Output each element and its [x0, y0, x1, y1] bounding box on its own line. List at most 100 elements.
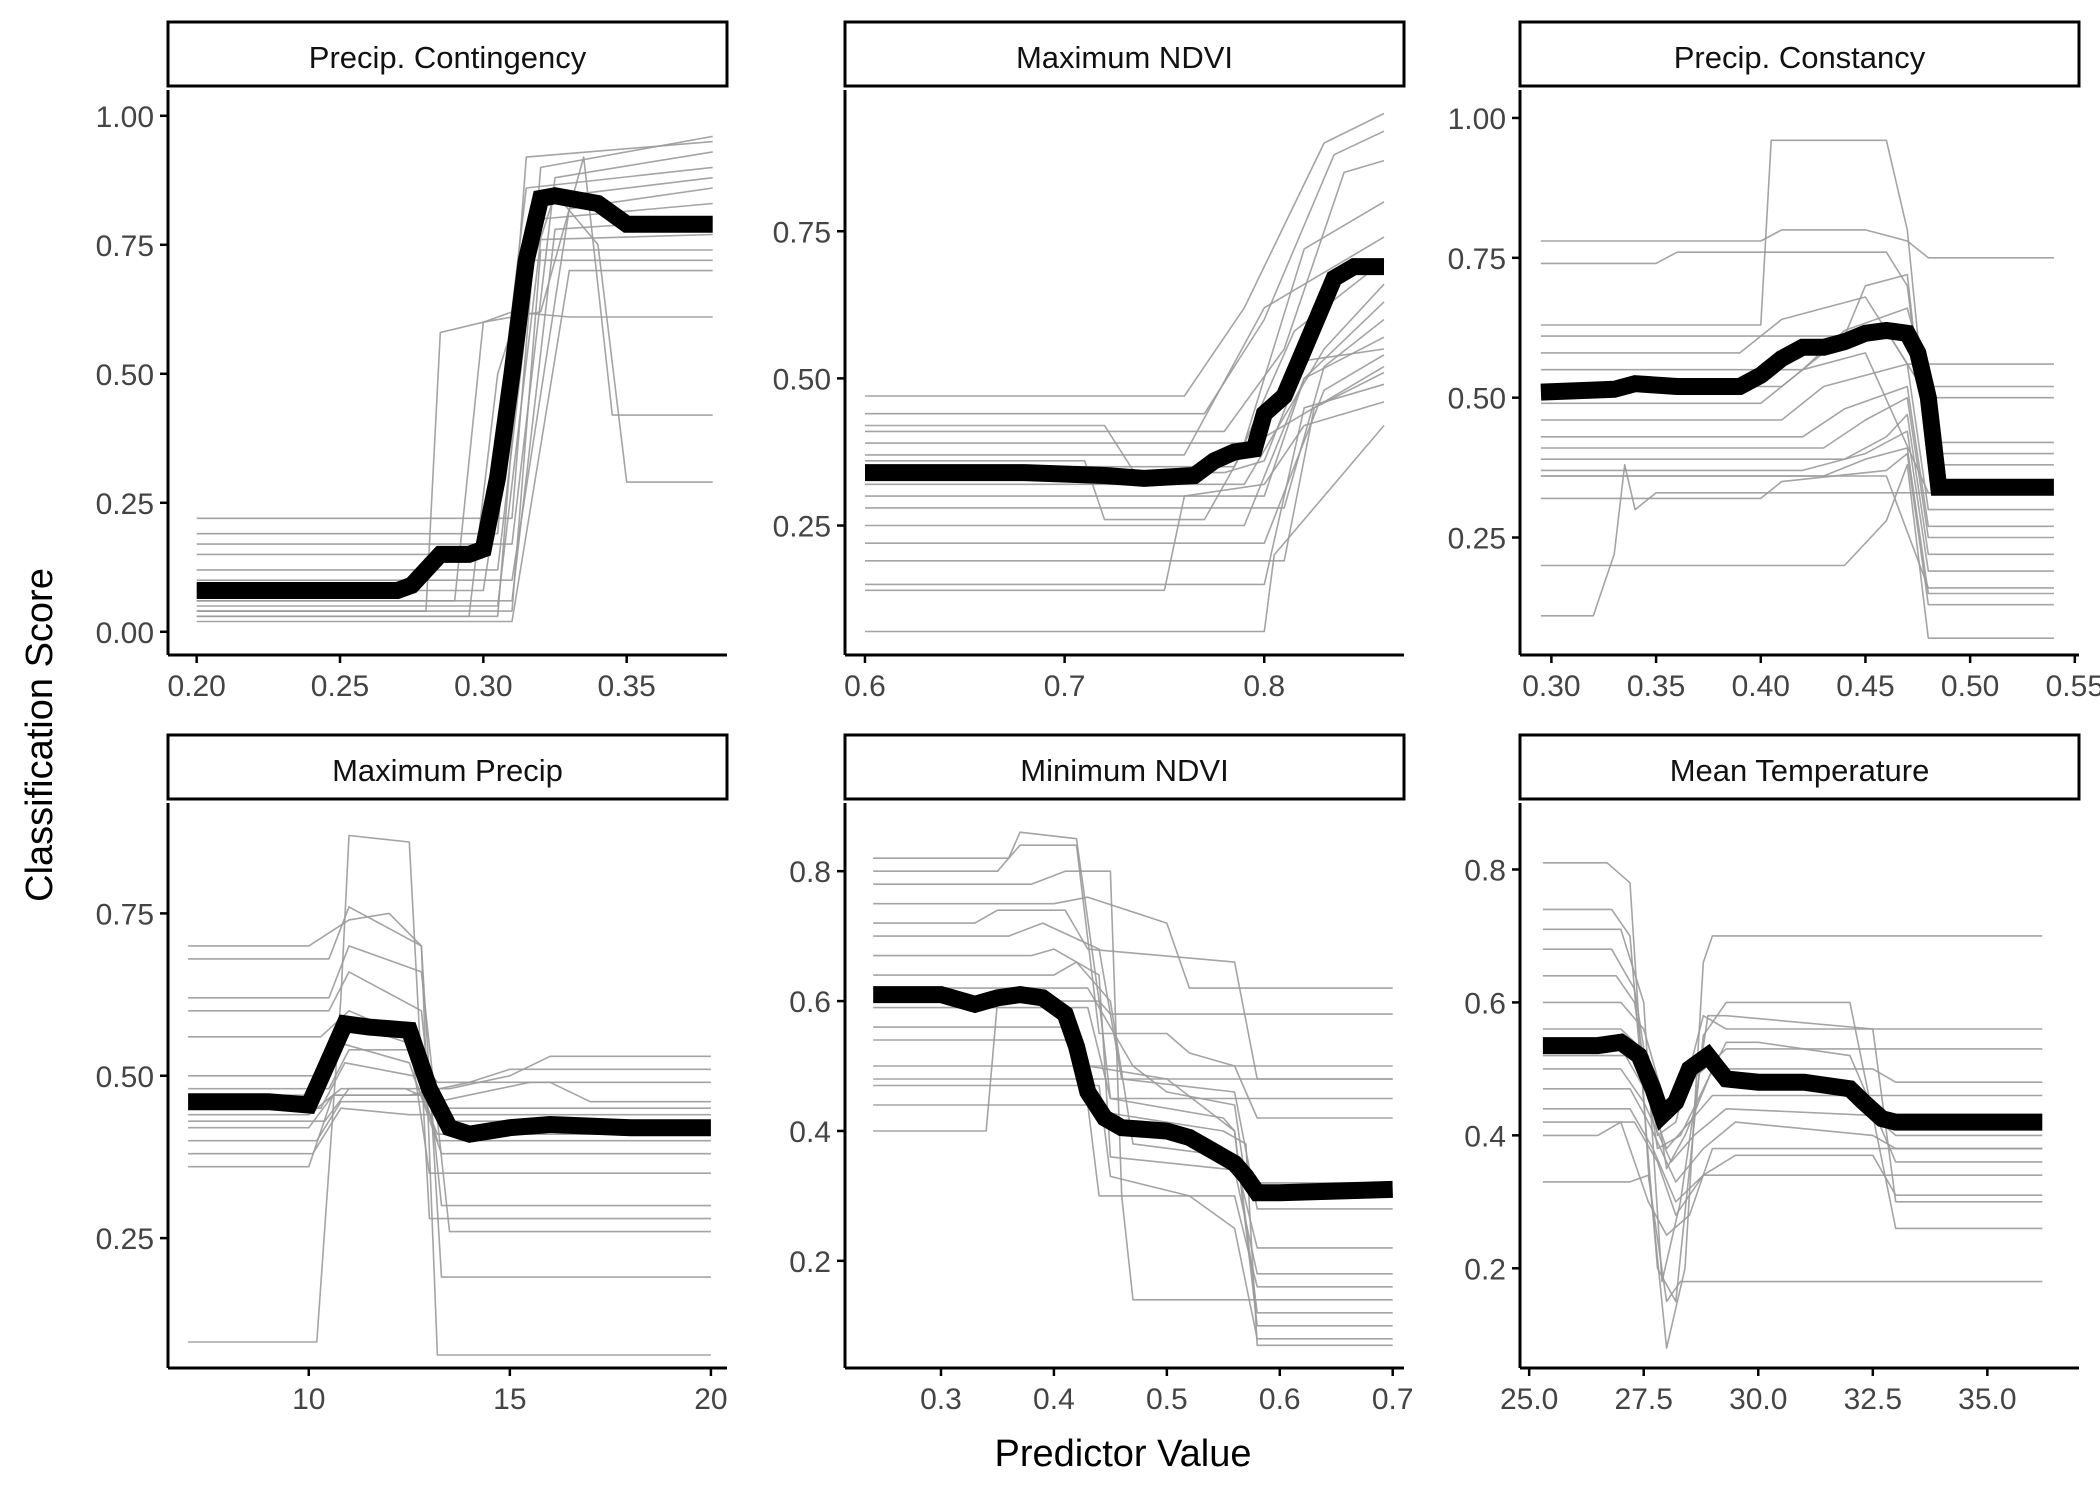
x-tick-label: 35.0: [1958, 1383, 2016, 1416]
individual-response-line: [196, 269, 713, 623]
y-tick-label: 0.8: [789, 856, 831, 889]
individual-response-line: [1540, 385, 2054, 528]
y-tick-label: 0.2: [789, 1246, 831, 1279]
individual-response-line: [873, 909, 1393, 1080]
individual-response-line: [1540, 363, 2054, 511]
individual-response-line: [873, 1084, 1393, 1340]
individual-response-line: [1540, 296, 2054, 365]
y-tick-label: 0.25: [1448, 523, 1506, 556]
individual-response-line: [865, 112, 1385, 397]
individual-response-line: [196, 187, 713, 581]
individual-response-line: [1542, 1108, 2043, 1203]
individual-response-line: [865, 201, 1385, 444]
individual-response-line: [865, 159, 1385, 433]
facet-title: Maximum Precip: [332, 753, 563, 788]
x-tick-label: 15: [493, 1383, 526, 1416]
facet-strip: [843, 20, 1406, 88]
x-tick-label: 0.30: [454, 670, 512, 703]
individual-response-line: [865, 301, 1385, 497]
individual-response-line: [196, 135, 713, 520]
individual-response-line: [1540, 413, 2054, 556]
series-group: [1542, 862, 2043, 1349]
individual-response-line: [188, 1055, 711, 1116]
individual-response-line: [1540, 452, 2054, 606]
facet-title: Mean Temperature: [1670, 753, 1930, 788]
y-tick-label: 0.50: [773, 363, 831, 396]
facet-panel: Minimum NDVI 0.2 0.4 0.6 0.8 0.3 0.4 0.5 0.6 0.7: [789, 733, 1414, 1416]
individual-response-line: [1540, 430, 2054, 572]
series-group: [1540, 139, 2054, 639]
y-axis-label: Classification Score: [19, 568, 61, 902]
individual-response-line: [865, 365, 1385, 521]
individual-response-line: [865, 354, 1385, 544]
y-tick-label: 1.00: [96, 101, 154, 134]
x-tick-label: 0.5: [1146, 1383, 1188, 1416]
individual-response-line: [1542, 1028, 2043, 1170]
individual-response-line: [188, 945, 711, 1233]
individual-response-line: [865, 318, 1385, 509]
x-tick-label: 0.50: [1941, 670, 1999, 703]
facet-strip: [1518, 20, 2081, 88]
individual-response-line: [1540, 464, 2054, 617]
individual-response-line: [1540, 229, 2054, 259]
individual-response-line: [873, 896, 1393, 989]
individual-response-line: [1542, 1174, 2043, 1303]
x-tick-label: 0.20: [167, 670, 225, 703]
y-tick-label: 0.00: [96, 617, 154, 650]
y-tick-label: 1.00: [1448, 103, 1506, 136]
facet-panel: Maximum NDVI 0.25 0.50 0.75 0.6 0.7 0.8: [773, 20, 1406, 703]
y-tick-label: 0.25: [96, 1223, 154, 1256]
individual-response-line: [873, 961, 1393, 1249]
individual-response-line: [865, 130, 1385, 415]
x-tick-label: 30.0: [1729, 1383, 1787, 1416]
x-axis-label: Predictor Value: [995, 1433, 1252, 1475]
x-tick-label: 27.5: [1615, 1383, 1673, 1416]
y-tick-label: 0.50: [96, 1061, 154, 1094]
individual-response-line: [1542, 1088, 2043, 1183]
individual-response-line: [1540, 475, 2054, 589]
mean-response-line: [1542, 1033, 2043, 1131]
individual-response-line: [1542, 862, 2043, 1349]
individual-response-line: [188, 1107, 711, 1155]
x-tick-label: 25.0: [1500, 1383, 1558, 1416]
individual-response-line: [865, 383, 1385, 586]
mean-response-line: [1540, 321, 2054, 496]
facet-panels: Precip. Contingency 0.00 0.25 0.50 0.75 1.00 0…: [96, 20, 2100, 1416]
y-tick-label: 0.50: [96, 359, 154, 392]
x-tick-label: 10: [292, 1383, 325, 1416]
x-tick-label: 0.55: [2046, 670, 2100, 703]
y-tick-label: 0.50: [1448, 383, 1506, 416]
mean-response-line: [196, 187, 713, 599]
y-tick-label: 0.75: [1448, 243, 1506, 276]
y-tick-label: 0.2: [1464, 1253, 1506, 1286]
y-tick-label: 0.25: [773, 511, 831, 544]
individual-response-line: [865, 371, 1385, 562]
individual-response-line: [188, 971, 711, 1207]
y-tick-label: 0.25: [96, 488, 154, 521]
facet-title: Minimum NDVI: [1020, 753, 1228, 788]
individual-response-line: [1542, 1121, 2043, 1236]
individual-response-line: [1540, 273, 2054, 466]
facet-title: Precip. Contingency: [309, 40, 587, 75]
mean-response-line: [188, 1014, 711, 1143]
individual-response-line: [873, 844, 1393, 1119]
y-tick-label: 0.75: [96, 230, 154, 263]
individual-response-line: [865, 336, 1385, 527]
y-tick-label: 0.4: [789, 1116, 831, 1149]
individual-response-line: [865, 424, 1385, 633]
x-tick-label: 20: [694, 1383, 727, 1416]
individual-response-line: [873, 870, 1393, 1301]
x-tick-label: 32.5: [1844, 1383, 1902, 1416]
series-group: [196, 135, 713, 623]
individual-response-line: [196, 233, 713, 607]
individual-response-line: [865, 283, 1385, 486]
x-tick-label: 0.4: [1033, 1383, 1075, 1416]
y-tick-label: 0.75: [96, 898, 154, 931]
facet-strip: [166, 20, 729, 88]
x-tick-label: 0.7: [1044, 670, 1086, 703]
individual-response-line: [188, 906, 711, 1278]
facet-strip: [166, 733, 729, 801]
individual-response-line: [188, 912, 711, 1356]
x-tick-label: 0.35: [597, 670, 655, 703]
